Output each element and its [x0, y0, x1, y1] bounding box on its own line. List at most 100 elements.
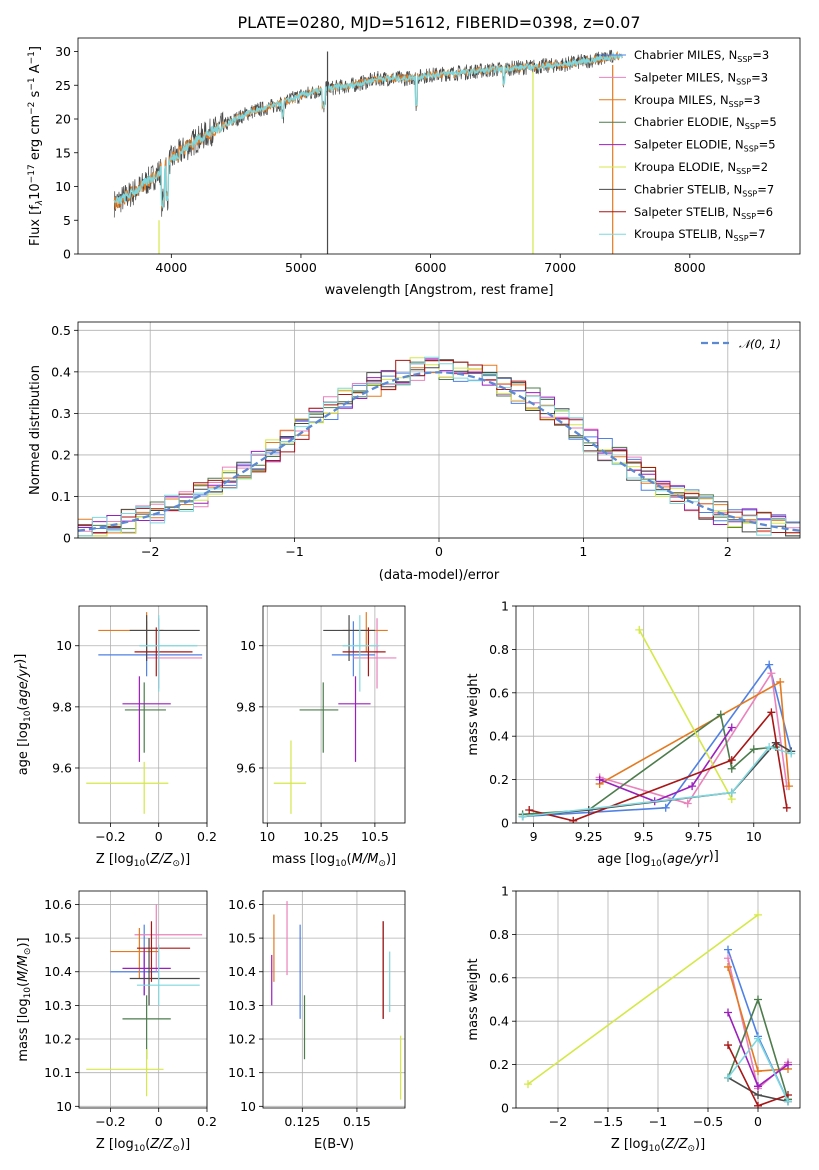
spectrum-trace	[113, 51, 624, 210]
marker-salpeter-stelib	[782, 803, 791, 812]
y-tick-label: 0.4	[489, 1014, 509, 1029]
label-part: Z [log	[96, 1137, 134, 1152]
weight_vs_Z-plot-area	[524, 910, 792, 1108]
legend-entry-kroupa-miles: Kroupa MILES, NSSP=3	[634, 93, 760, 109]
label-part: M/M	[16, 955, 31, 982]
marker-chabrier-stelib	[754, 1090, 762, 1099]
y-tick-label: 1	[501, 599, 509, 614]
weight_vs_Z-axes: −2 −1.5 −1 −0.5 0 0 0.2 0.4 0.6 0.8 1	[489, 884, 801, 1129]
label-part: 10	[28, 183, 43, 200]
axes-frame	[77, 321, 801, 539]
marker-chabrier-elodie	[754, 995, 762, 1004]
x-tick-label: −0.2	[95, 829, 125, 844]
x-tick-label: 8000	[674, 260, 706, 275]
y-tick-label: 0	[501, 1101, 509, 1116]
series-kroupa-elodie	[527, 914, 759, 1085]
y-tick-label: 10.1	[228, 1065, 256, 1080]
y-tick-label: 10.5	[44, 931, 72, 946]
label-part: age [log	[597, 852, 650, 867]
label-part: ⊙	[172, 1144, 180, 1154]
x-tick-label: 10	[746, 829, 762, 844]
y-tick-label: 0.2	[489, 772, 509, 787]
legend-sub: SSP	[736, 77, 751, 86]
x-tick-label: 2	[724, 544, 732, 559]
x-tick-label: 5000	[285, 260, 317, 275]
marker-kroupa-miles	[724, 962, 732, 971]
legend-label: Kroupa STELIB, N	[634, 227, 734, 241]
marker-salpeter-elodie	[595, 775, 604, 784]
series-salpeter-elodie	[599, 727, 733, 803]
label-part: )]	[709, 849, 719, 864]
marker-kroupa-stelib	[787, 749, 796, 758]
legend-n: =6	[756, 205, 773, 219]
legend-n: =7	[749, 227, 766, 241]
marker-kroupa-stelib	[765, 743, 774, 752]
x-tick-label: 0.2	[197, 1114, 217, 1129]
y-tick-label: 0	[501, 816, 509, 831]
chart-title: PLATE=0280, MJD=51612, FIBERID=0398, z=0…	[237, 13, 640, 32]
y-tick-label: 10	[56, 1099, 72, 1114]
marker-kroupa-elodie	[635, 625, 644, 634]
y-axis-label: Normed distribution	[28, 365, 43, 495]
label-part: (	[662, 852, 667, 867]
label-part: ⊙	[172, 859, 180, 869]
legend-label: Chabrier ELODIE, N	[634, 115, 745, 129]
label-part: age [log	[16, 722, 31, 775]
series-salpeter-miles	[599, 671, 788, 805]
mass_vs_Z-plot-area	[86, 904, 203, 1097]
legend-entry-kroupa-elodie: Kroupa ELODIE, NSSP=2	[634, 160, 768, 176]
y-tick-label: 0.2	[489, 1057, 509, 1072]
label-part: Flux [f	[28, 205, 43, 246]
label-part: 10	[335, 859, 347, 869]
y-tick-label: 10.2	[228, 1032, 256, 1047]
axes-frame	[262, 890, 406, 1109]
label-part: 10	[134, 1144, 146, 1154]
axes-frame	[77, 37, 801, 255]
legend-label: Salpeter MILES, N	[634, 70, 736, 84]
label-part: )]	[180, 852, 190, 867]
y-tick-label: 10	[240, 1099, 256, 1114]
series-kroupa-stelib	[522, 746, 792, 818]
label-part: )]	[386, 852, 396, 867]
label-part: Z/Z	[664, 1137, 688, 1152]
axes-frame	[78, 890, 208, 1109]
x-axis-label: E(B-V)	[314, 1137, 354, 1152]
y-tick-label: 0	[63, 247, 71, 262]
y-tick-label: 25	[55, 78, 71, 93]
legend-label: Chabrier STELIB, N	[634, 182, 742, 196]
x-tick-label: 10.5	[361, 829, 389, 844]
y-tick-label: 10.1	[44, 1065, 72, 1080]
marker-salpeter-stelib	[569, 816, 578, 823]
x-tick-label: 0	[155, 1114, 163, 1129]
y-tick-label: 10.3	[228, 998, 256, 1013]
label-part: (	[16, 706, 31, 711]
marker-salpeter-miles	[724, 954, 732, 963]
x-tick-label: −1.5	[593, 1114, 623, 1129]
x-tick-label: 0.15	[343, 1114, 371, 1129]
marker-kroupa-miles	[784, 782, 793, 791]
legend-sub: SSP	[729, 100, 744, 109]
age_vs_Z-axes: −0.2 0 0.2 9.6 9.8 10	[52, 605, 217, 844]
y-tick-label: 0.6	[489, 685, 509, 700]
residuals-plot-area	[78, 356, 800, 537]
x-tick-label: 4000	[155, 260, 187, 275]
spectrum-trace	[113, 50, 623, 210]
y-tick-label: 9.8	[236, 699, 256, 714]
label-part: −17	[27, 164, 37, 183]
legend-sub: SSP	[736, 167, 751, 176]
label-part: 10	[23, 710, 33, 722]
weight_vs_age-plot-area	[518, 625, 796, 823]
legend-n: =3	[751, 70, 768, 84]
legend-sub: SSP	[744, 145, 759, 154]
marker-chabrier-elodie	[727, 764, 736, 773]
label-part: ⊙	[687, 1144, 695, 1154]
y-tick-label: 9.6	[236, 760, 256, 775]
y-axis-label: mass weight	[466, 958, 481, 1040]
marker-kroupa-stelib	[784, 1097, 792, 1106]
legend-n: =3	[752, 48, 769, 62]
y-tick-label: 0.8	[489, 642, 509, 657]
legend-entry-salpeter-elodie: Salpeter ELODIE, NSSP=5	[634, 138, 776, 154]
label-part: )]	[695, 1137, 705, 1152]
x-tick-label: −1	[649, 1114, 667, 1129]
